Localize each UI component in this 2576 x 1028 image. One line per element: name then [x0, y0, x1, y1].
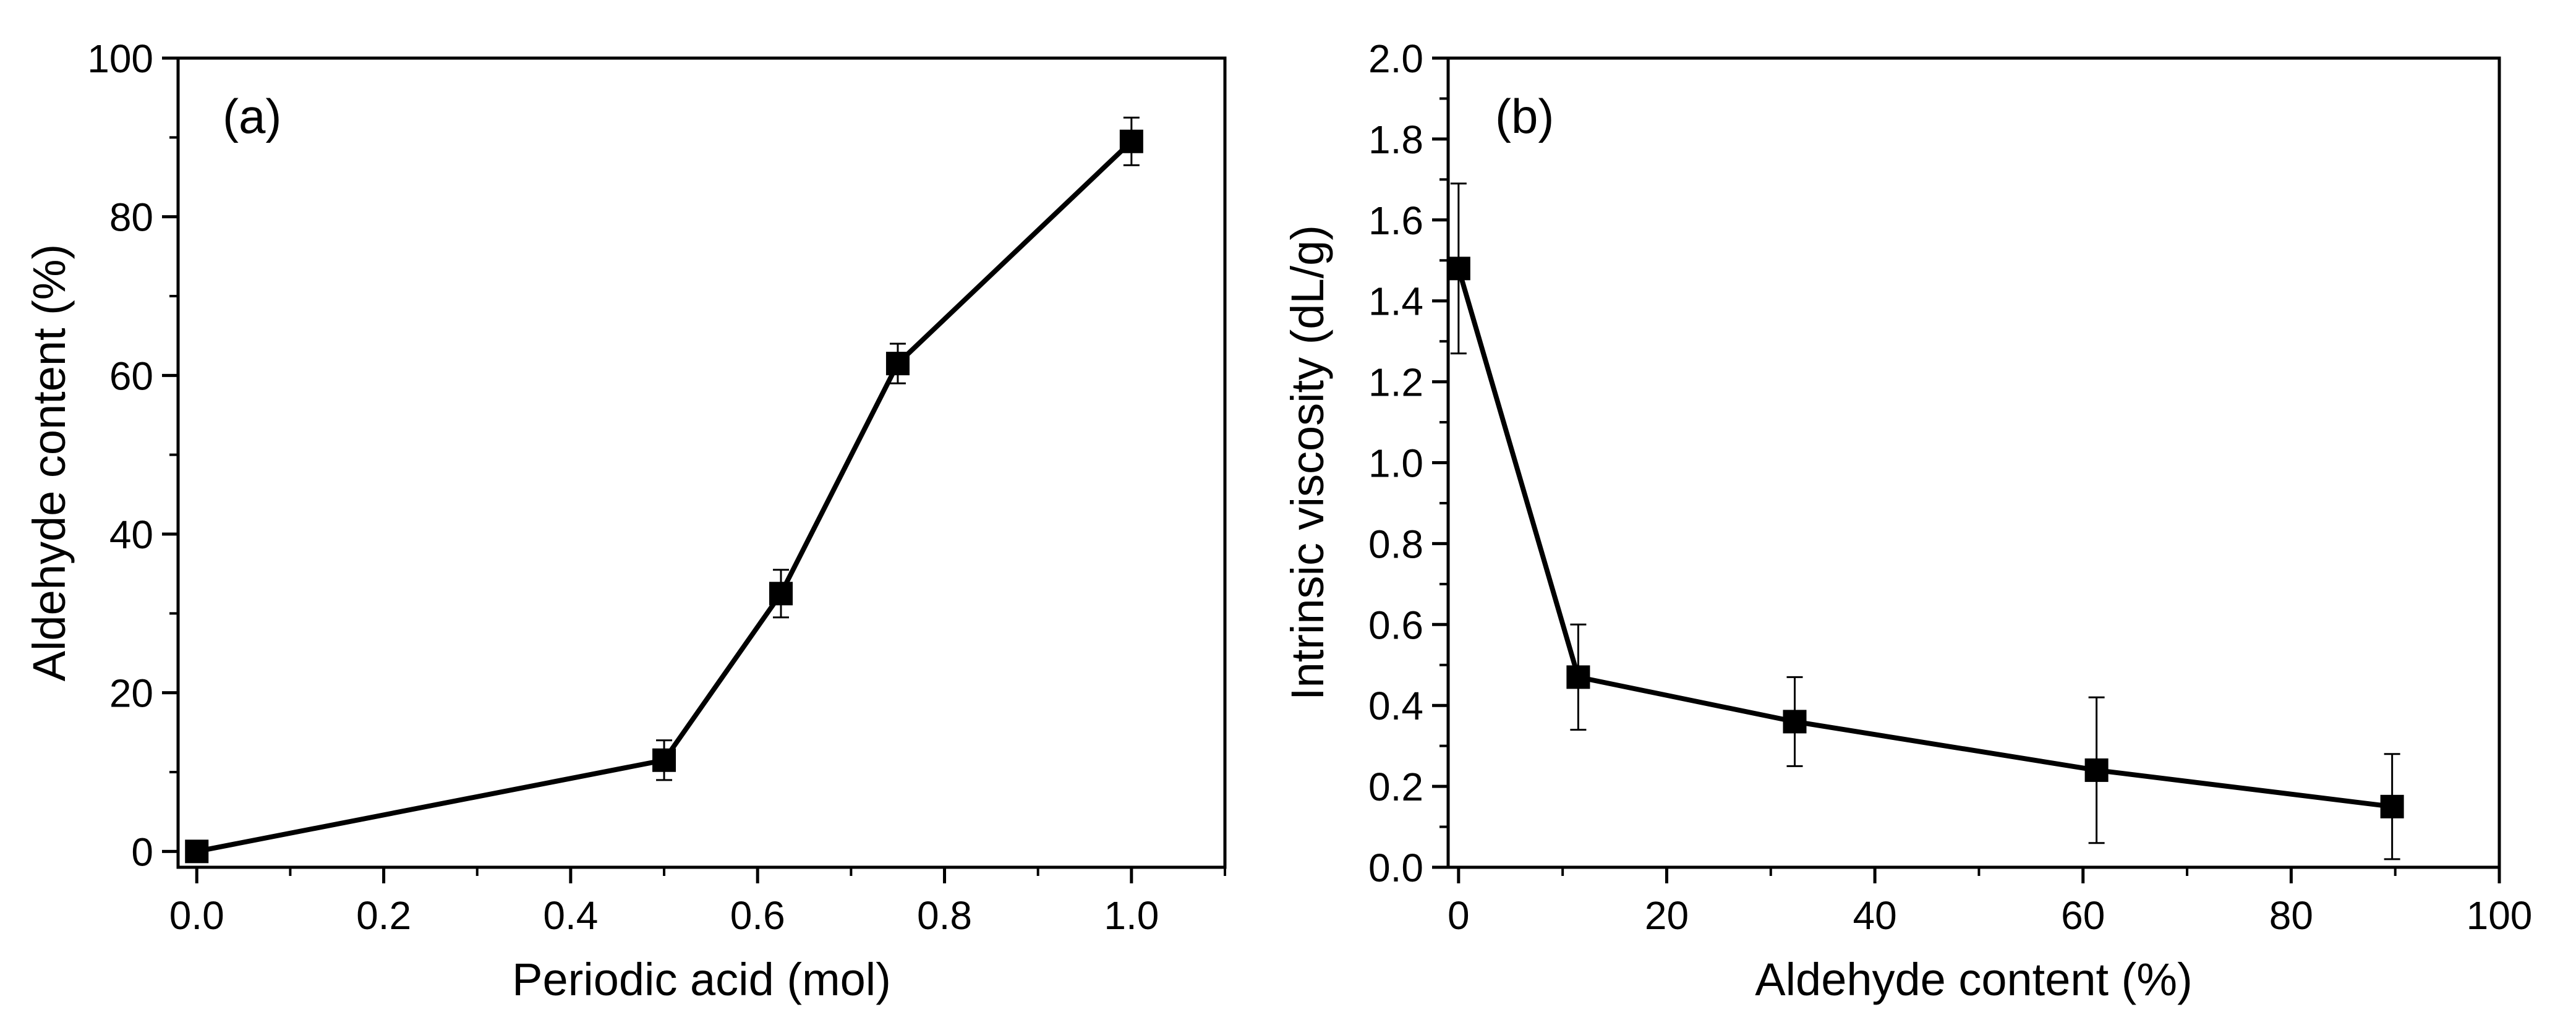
x-tick-label: 40 — [1853, 893, 1897, 938]
x-tick-label: 60 — [2061, 893, 2105, 938]
y-axis-title: Intrinsic viscosity (dL/g) — [1282, 225, 1333, 700]
y-axis-title: Aldehyde content (%) — [23, 244, 75, 682]
data-point-marker — [185, 839, 209, 864]
y-tick-label: 0.8 — [1368, 522, 1423, 566]
plot-frame — [176, 56, 1227, 869]
x-tick-label: 0.4 — [543, 893, 598, 938]
x-axis-title: Periodic acid (mol) — [512, 954, 891, 1005]
y-tick-label: 0 — [131, 830, 153, 874]
y-tick-label: 2.0 — [1368, 36, 1423, 81]
x-axis-title: Aldehyde content (%) — [1755, 954, 2193, 1005]
y-tick-label: 80 — [109, 195, 153, 240]
x-tick-label: 100 — [2467, 893, 2533, 938]
y-tick-label: 1.6 — [1368, 198, 1423, 243]
data-point-marker — [652, 748, 676, 772]
data-point-marker — [1566, 665, 1590, 689]
x-tick-label: 20 — [1645, 893, 1689, 938]
y-tick-label: 1.2 — [1368, 360, 1423, 405]
plot-frame — [1446, 56, 2501, 869]
data-point-marker — [2380, 794, 2404, 818]
data-point-marker — [2084, 758, 2109, 782]
panel-label: (a) — [223, 89, 281, 143]
y-tick-label: 0.6 — [1368, 603, 1423, 647]
y-tick-label: 1.8 — [1368, 117, 1423, 162]
panel-label: (b) — [1495, 89, 1554, 143]
data-point-marker — [1446, 257, 1470, 281]
x-tick-label: 0.0 — [169, 893, 224, 938]
x-tick-label: 1.0 — [1104, 893, 1159, 938]
data-point-marker — [885, 352, 910, 376]
y-tick-label: 1.4 — [1368, 279, 1423, 324]
y-tick-label: 1.0 — [1368, 441, 1423, 486]
chart-panel-b: 0 20 40 60 80 100 0.0 0.2 0.4 0.6 0.8 1.0 1.2 1.4 1.6 1… — [1282, 36, 2532, 1005]
data-point-marker — [1119, 129, 1143, 153]
series-line — [1456, 268, 2393, 809]
chart-panel-a: 0.0 0.2 0.4 0.6 0.8 1.0 0 20 40 60 80 100 Periodic a… — [23, 36, 1227, 1005]
y-tick-label: 100 — [87, 36, 153, 81]
x-tick-label: 80 — [2269, 893, 2313, 938]
data-point-marker — [1783, 710, 1807, 734]
y-tick-label: 0.0 — [1368, 846, 1423, 890]
x-tick-label: 0.6 — [730, 893, 785, 938]
y-tick-label: 40 — [109, 512, 153, 557]
y-tick-label: 20 — [109, 671, 153, 716]
x-tick-label: 0 — [1448, 893, 1470, 938]
y-tick-label: 0.4 — [1368, 684, 1423, 728]
data-point-marker — [769, 582, 793, 606]
x-tick-label: 0.8 — [917, 893, 972, 938]
x-tick-label: 0.2 — [356, 893, 411, 938]
y-tick-label: 0.2 — [1368, 765, 1423, 809]
y-tick-label: 60 — [109, 354, 153, 398]
